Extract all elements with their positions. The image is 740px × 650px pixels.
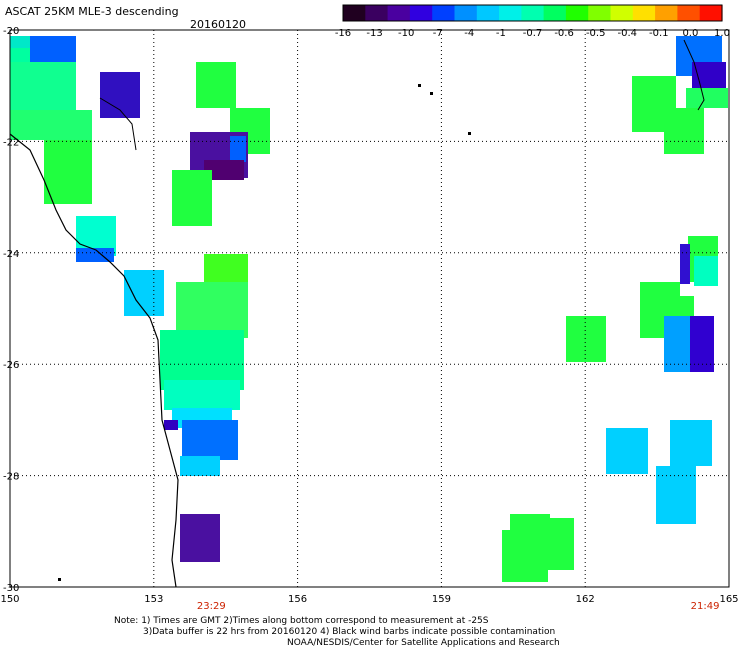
- data-cell: [196, 62, 236, 108]
- legend-swatch: [632, 5, 656, 21]
- legend-tick-label: -0.4: [618, 28, 638, 39]
- island-mark: [468, 132, 471, 135]
- data-cell: [680, 244, 690, 284]
- legend-swatch: [387, 5, 411, 21]
- legend-swatch: [409, 5, 433, 21]
- longitude-label: 162: [576, 594, 595, 605]
- longitude-label: 150: [0, 594, 19, 605]
- island-mark: [430, 92, 433, 95]
- legend-swatch: [521, 5, 545, 21]
- legend-swatch: [655, 5, 678, 21]
- latitude-label: -26: [3, 360, 19, 371]
- legend-tick-label: -0.6: [554, 28, 574, 39]
- legend-tick-label: -1: [496, 28, 506, 39]
- legend-swatch: [476, 5, 500, 21]
- legend-tick-label: -13: [366, 28, 382, 39]
- latitude-label: -24: [3, 249, 19, 260]
- longitude-label: 165: [719, 594, 738, 605]
- data-cell: [10, 62, 76, 118]
- data-cell: [686, 88, 728, 108]
- legend-swatch: [610, 5, 634, 21]
- data-cell: [180, 456, 220, 476]
- data-cell: [164, 420, 178, 430]
- legend-swatch: [365, 5, 389, 21]
- data-cell: [10, 110, 92, 140]
- island-mark: [418, 84, 421, 87]
- legend-swatch: [699, 5, 723, 21]
- legend-swatch: [543, 5, 567, 21]
- legend-tick-label: -4: [464, 28, 474, 39]
- legend-tick-label: -10: [398, 28, 414, 39]
- legend-swatch: [677, 5, 701, 21]
- data-cell: [204, 160, 244, 180]
- data-cell: [690, 316, 714, 372]
- product-date: 20160120: [190, 18, 246, 31]
- longitude-label: 159: [432, 594, 451, 605]
- latitude-label: -22: [3, 137, 19, 148]
- data-cell: [100, 72, 140, 118]
- legend-tick-label: 0.0: [682, 28, 698, 39]
- product-title: ASCAT 25KM MLE-3 descending: [5, 5, 179, 18]
- legend-swatch: [432, 5, 456, 21]
- data-cell: [124, 270, 164, 316]
- data-cell: [182, 420, 238, 460]
- legend-frame: [342, 4, 723, 22]
- legend-tick-label: -7: [433, 28, 443, 39]
- data-cell: [76, 248, 114, 262]
- legend-tick-label: -0.7: [523, 28, 543, 39]
- island-mark: [58, 578, 61, 581]
- island-coastline: [683, 39, 705, 111]
- data-cell: [44, 140, 92, 204]
- data-cell: [176, 282, 248, 338]
- longitude-label: 156: [288, 594, 307, 605]
- data-cell: [656, 466, 696, 524]
- legend-swatch: [565, 5, 589, 21]
- data-cell: [670, 420, 712, 466]
- reef-outline: [99, 97, 137, 151]
- data-cell: [566, 316, 606, 362]
- data-cell: [164, 380, 240, 410]
- note-line-2: 3)Data buffer is 22 hrs from 20160120 4)…: [143, 627, 556, 637]
- data-cell: [606, 428, 648, 474]
- data-cell: [502, 530, 548, 582]
- note-line-3: NOAA/NESDIS/Center for Satellite Applica…: [287, 638, 560, 648]
- coastline: [9, 133, 179, 588]
- data-cell: [180, 514, 220, 562]
- map-frame: [9, 29, 730, 588]
- data-cell: [664, 108, 704, 154]
- legend-tick-label: 1.0: [714, 28, 730, 39]
- legend-swatch: [499, 5, 522, 21]
- longitude-label: 153: [144, 594, 163, 605]
- pass-time-label: 23:29: [197, 601, 226, 612]
- note-line-1: Note: 1) Times are GMT 2)Times along bot…: [114, 616, 489, 626]
- data-cell: [172, 170, 212, 226]
- data-cell: [692, 62, 726, 92]
- legend-tick-label: -0.5: [586, 28, 606, 39]
- latitude-label: -30: [3, 583, 19, 594]
- pass-time-label: 21:49: [691, 601, 720, 612]
- legend-swatch: [454, 5, 478, 21]
- legend-swatch: [588, 5, 612, 21]
- latitude-label: -28: [3, 472, 19, 483]
- legend-tick-label: -0.1: [649, 28, 669, 39]
- latitude-label: -20: [3, 26, 19, 37]
- data-cell: [694, 256, 718, 286]
- legend-tick-label: -16: [335, 28, 351, 39]
- data-cell: [230, 136, 246, 162]
- legend-swatch: [343, 5, 366, 21]
